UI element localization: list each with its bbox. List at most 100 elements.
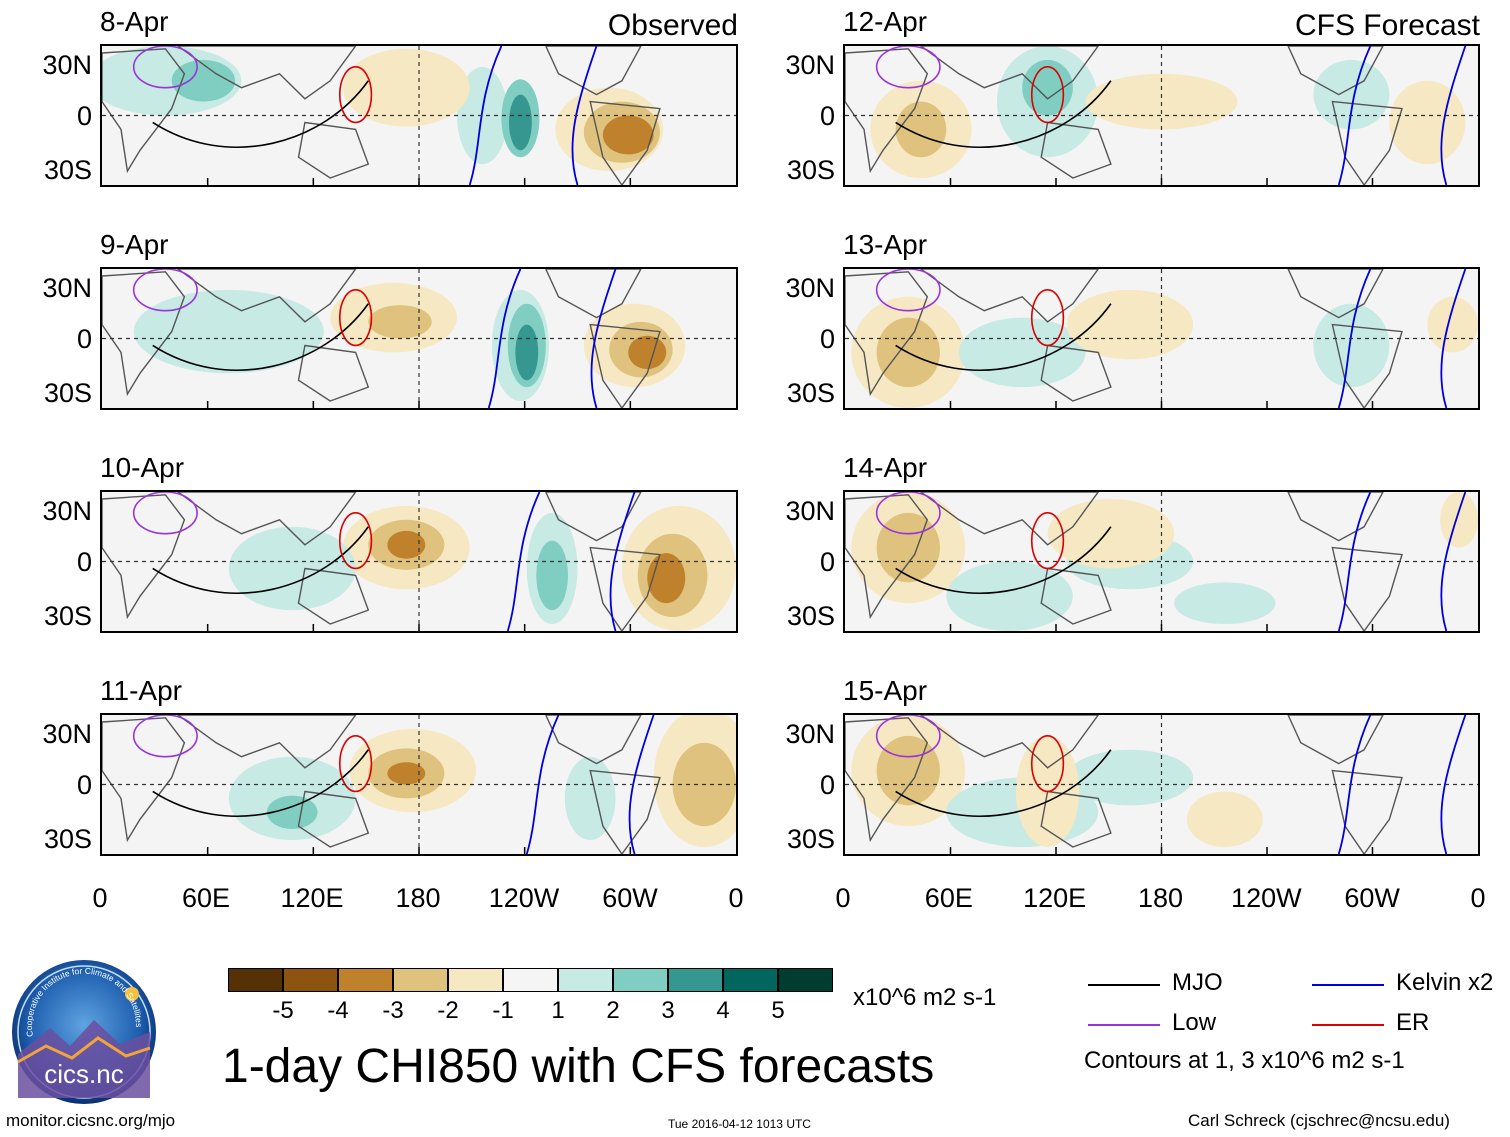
colorbar-tick-label: -3 <box>382 997 404 1024</box>
lat-label: 30S <box>786 378 835 408</box>
colorbar-swatch <box>558 968 613 992</box>
coastline <box>176 492 357 546</box>
coastline <box>1287 715 1384 765</box>
lon-label: 120E <box>1023 883 1087 913</box>
lon-label: 60E <box>181 883 231 913</box>
mjo-contour <box>895 526 1112 595</box>
panel-date-label: 13-Apr <box>843 229 928 260</box>
lat-label: 30S <box>43 378 92 408</box>
coastline <box>545 492 642 542</box>
lat-label: 30N <box>785 50 835 80</box>
er-contour <box>338 735 373 793</box>
mjo-contour <box>152 80 369 149</box>
anomaly-shading <box>958 317 1086 388</box>
lon-label: 180 <box>1137 883 1184 913</box>
low-contour <box>875 269 941 312</box>
lat-label: 30N <box>785 273 835 303</box>
kelvin-contour <box>1440 46 1467 185</box>
kelvin-contour <box>487 269 522 408</box>
anomaly-map <box>843 44 1480 187</box>
lon-label: 60E <box>924 883 973 913</box>
kelvin-contour <box>1337 715 1372 854</box>
coastline <box>589 323 661 408</box>
logo-text: cics.nc <box>44 1059 123 1089</box>
coastline <box>919 492 1100 546</box>
panel-date-label: 12-Apr <box>843 6 928 37</box>
anomaly-shading <box>895 101 947 158</box>
coastline <box>297 121 370 179</box>
er-contour <box>338 512 373 570</box>
panel-date-label: 8-Apr <box>100 6 169 37</box>
coastline <box>545 715 642 765</box>
lon-label: 180 <box>395 883 441 913</box>
lat-label: 30N <box>42 273 92 303</box>
coastline <box>102 48 186 174</box>
colorbar-tick-label: 3 <box>661 997 675 1024</box>
anomaly-shading <box>266 795 318 829</box>
anomaly-shading <box>1389 80 1466 165</box>
lon-label: 60W <box>1344 883 1400 913</box>
coastline <box>1040 344 1112 402</box>
anomaly-map <box>843 267 1480 410</box>
coastline <box>919 715 1100 769</box>
colorbar-units: x10^6 m2 s-1 <box>853 984 997 1011</box>
panel-date-label: 9-Apr <box>100 229 169 260</box>
colorbar-swatch <box>448 968 503 992</box>
colorbar-swatch <box>503 968 558 992</box>
anomaly-shading <box>133 289 324 374</box>
forecast-title: CFS Forecast <box>1294 9 1480 42</box>
low-contour <box>132 492 198 535</box>
panel-date-label: 15-Apr <box>843 675 928 706</box>
low-contour <box>875 715 941 758</box>
anomaly-shading <box>1440 492 1478 548</box>
anomaly-shading <box>1022 59 1073 116</box>
legend-line <box>1312 1024 1384 1026</box>
low-contour <box>875 46 941 89</box>
lat-label: 0 <box>819 324 835 354</box>
anomaly-shading <box>387 762 426 785</box>
anomaly-shading <box>1313 59 1390 130</box>
coastline <box>1040 567 1112 625</box>
anomaly-shading <box>602 115 654 155</box>
coastline <box>102 271 186 397</box>
er-contour <box>1030 735 1065 793</box>
colorbar-swatch <box>668 968 723 992</box>
footer-site: monitor.cicsnc.org/mjo <box>6 1111 176 1130</box>
coastline <box>1331 769 1403 854</box>
coastline <box>297 344 370 402</box>
anomaly-map <box>100 267 738 410</box>
legend-line <box>1312 984 1384 986</box>
lon-label: 0 <box>835 883 851 913</box>
mjo-contour <box>895 749 1112 818</box>
colorbar-tick-label: 4 <box>716 997 730 1024</box>
legend-label: ER <box>1396 1009 1430 1036</box>
mjo-contour <box>152 526 369 595</box>
low-contour <box>132 269 198 312</box>
lat-label: 30S <box>786 155 835 185</box>
er-contour <box>1030 512 1065 570</box>
lat-label: 0 <box>76 547 92 577</box>
lat-label: 30S <box>786 601 835 631</box>
coastline <box>1287 269 1384 319</box>
lat-label: 30N <box>785 496 835 526</box>
anomaly-shading <box>515 324 539 381</box>
anomaly-shading <box>536 540 568 611</box>
er-contour <box>1030 66 1065 124</box>
kelvin-contour <box>1440 492 1467 631</box>
colorbar-swatch <box>778 968 833 992</box>
legend-label: MJO <box>1172 969 1223 996</box>
colorbar-swatch <box>228 968 283 992</box>
anomaly-shading <box>1066 289 1194 360</box>
coastline <box>589 546 661 631</box>
kelvin-contour <box>1337 46 1372 185</box>
lat-label: 30S <box>43 824 92 854</box>
lat-label: 0 <box>76 324 92 354</box>
lat-label: 0 <box>819 770 835 800</box>
lon-label: 0 <box>728 883 744 913</box>
cicsnc-logo: Cooperative Institute for Climate and Sa… <box>10 958 158 1106</box>
colorbar-swatch <box>613 968 668 992</box>
lat-label: 0 <box>819 101 835 131</box>
coastline <box>1287 492 1384 542</box>
kelvin-contour <box>628 715 655 854</box>
legend-note: Contours at 1, 3 x10^6 m2 s-1 <box>1084 1047 1405 1074</box>
